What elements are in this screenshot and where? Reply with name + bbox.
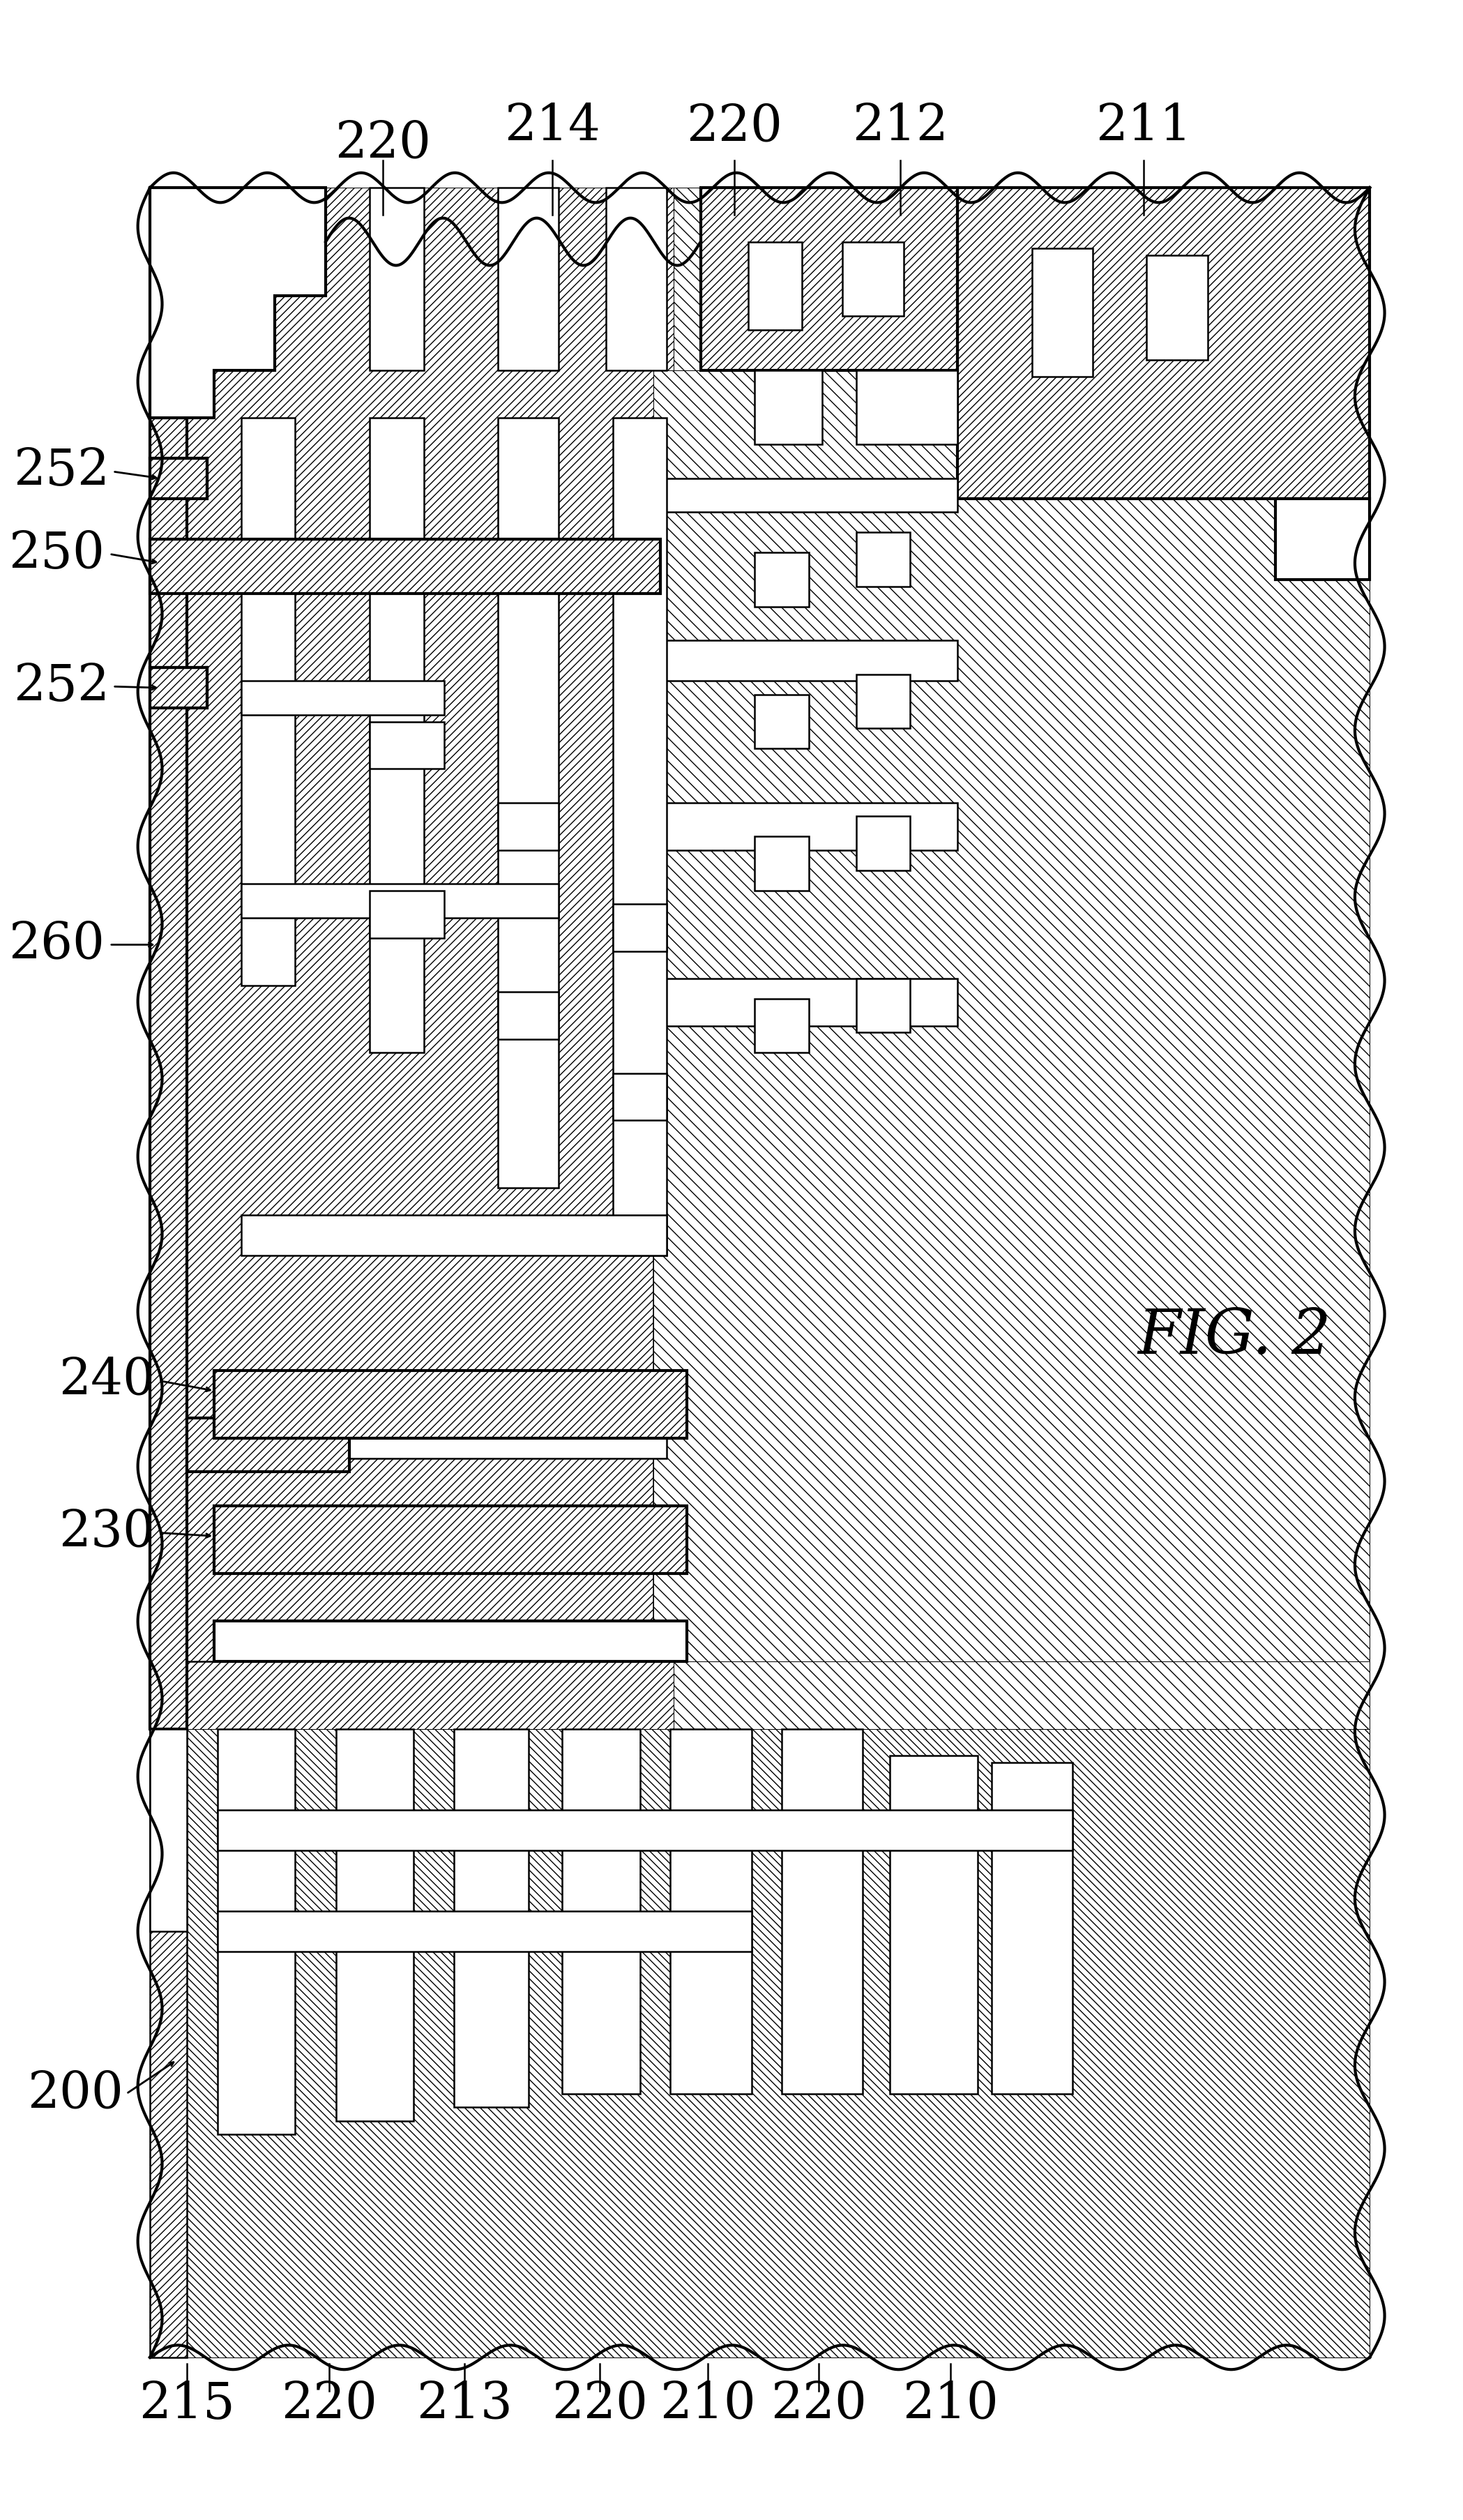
Bar	[151, 418, 187, 1729]
Bar	[214, 1504, 688, 1572]
Bar	[1276, 499, 1369, 580]
Polygon shape	[151, 186, 326, 418]
Bar	[856, 978, 910, 1033]
Bar	[454, 1729, 528, 2107]
Bar	[856, 675, 910, 728]
Bar	[755, 837, 809, 890]
Text: 214: 214	[503, 103, 600, 151]
Bar	[241, 1215, 667, 1255]
Text: 220: 220	[686, 103, 783, 151]
Text: 215: 215	[139, 2379, 236, 2429]
Bar	[843, 242, 904, 315]
Bar	[497, 993, 559, 1038]
Bar	[1147, 255, 1207, 360]
Bar	[151, 186, 673, 1797]
Bar	[606, 186, 667, 370]
Bar	[218, 1910, 752, 1953]
Bar	[673, 186, 1369, 2356]
Bar	[856, 532, 910, 587]
Text: 211: 211	[1096, 103, 1191, 151]
Bar	[654, 978, 957, 1026]
Bar	[755, 552, 809, 607]
Bar	[1031, 249, 1093, 378]
Bar	[241, 680, 443, 716]
Bar	[856, 370, 957, 444]
Bar	[151, 1729, 187, 1930]
Bar	[781, 1729, 863, 2094]
Bar	[755, 370, 822, 444]
Bar	[214, 1371, 688, 1439]
Bar	[187, 1419, 350, 1472]
Bar	[214, 1620, 688, 1661]
Bar	[992, 1761, 1072, 2094]
Bar	[654, 804, 957, 849]
Bar	[755, 696, 809, 748]
Text: 230: 230	[59, 1507, 155, 1557]
Bar	[370, 890, 443, 937]
Bar	[151, 1797, 1369, 2356]
Bar	[241, 418, 296, 985]
Bar	[370, 186, 424, 370]
Bar	[151, 459, 208, 499]
Bar	[218, 1729, 296, 2134]
Bar	[336, 1729, 414, 2122]
Bar	[497, 804, 559, 849]
Text: 220: 220	[281, 2379, 377, 2429]
Bar	[701, 186, 957, 370]
Bar	[613, 1074, 667, 1121]
Bar	[654, 640, 957, 680]
Text: 220: 220	[552, 2379, 648, 2429]
Bar	[241, 885, 559, 917]
Bar	[370, 721, 443, 769]
Text: 200: 200	[26, 2069, 123, 2119]
Text: 220: 220	[771, 2379, 868, 2429]
Bar	[755, 998, 809, 1053]
Bar	[654, 479, 957, 512]
Bar	[151, 539, 660, 592]
Text: 260: 260	[9, 920, 105, 970]
Bar	[187, 592, 654, 1661]
Bar	[370, 418, 424, 1053]
Bar	[497, 418, 559, 1187]
Text: 210: 210	[660, 2379, 755, 2429]
Bar	[497, 186, 559, 370]
Text: 213: 213	[415, 2379, 512, 2429]
Text: 252: 252	[13, 663, 110, 711]
Bar	[890, 1756, 977, 2094]
Bar	[957, 186, 1369, 499]
Bar	[151, 1729, 187, 2356]
Text: 240: 240	[59, 1356, 155, 1406]
Text: 220: 220	[335, 118, 432, 169]
Bar	[654, 370, 1369, 1661]
Bar	[562, 1729, 639, 2094]
Bar	[613, 418, 667, 1255]
Bar	[151, 668, 208, 708]
Bar	[748, 242, 802, 330]
Text: FIG. 2: FIG. 2	[1138, 1305, 1331, 1366]
Bar	[856, 816, 910, 869]
Text: 250: 250	[9, 529, 105, 580]
Bar	[670, 1729, 752, 2094]
Text: 252: 252	[13, 446, 110, 496]
Text: 210: 210	[903, 2379, 999, 2429]
Bar	[187, 1419, 667, 1459]
Bar	[151, 1729, 1369, 2356]
Bar	[187, 552, 660, 592]
Text: 212: 212	[851, 103, 948, 151]
Bar	[613, 905, 667, 953]
Bar	[218, 1809, 1072, 1850]
